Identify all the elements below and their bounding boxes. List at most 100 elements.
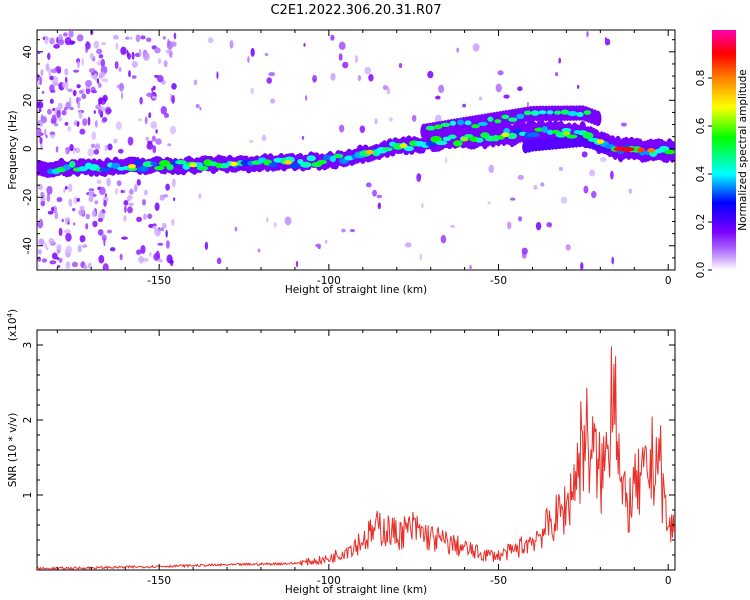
spectrogram-cell [143, 213, 147, 220]
spectrogram-cell [93, 72, 98, 81]
spectrogram-cell [147, 140, 153, 145]
spectrogram-cell [109, 247, 116, 252]
spectrogram-cell [63, 106, 68, 111]
spectrogram-cell [148, 112, 152, 119]
spectrogram-cell [330, 72, 336, 81]
spectrogram-cell [71, 261, 78, 268]
spectrogram-cell [503, 94, 510, 99]
spectrogram-cell [87, 262, 92, 269]
spectrogram-cell [88, 68, 96, 74]
spectrogram-cell [134, 184, 138, 193]
y-tick-label: 20 [22, 94, 34, 107]
spectrogram-cell [113, 138, 118, 144]
spectrogram-cell [312, 74, 318, 83]
spectrogram-cell [79, 128, 86, 135]
spectrogram-cell [374, 118, 378, 125]
spectrogram-cell [65, 86, 69, 91]
spectrogram-cell [284, 216, 292, 226]
spectrogram-cell [198, 193, 202, 200]
spectrogram-cell [136, 249, 142, 255]
spectrogram-cell [162, 222, 167, 229]
spectrogram-cell [526, 101, 529, 108]
spectrogram-cell [63, 229, 71, 234]
spectrogram-cell [462, 103, 467, 108]
spectrogram-cell [102, 263, 109, 270]
spectrogram-cell [72, 89, 77, 97]
spectrogram-cell [555, 72, 559, 77]
spectrogram-cell [128, 202, 134, 207]
y-tick-label: 0 [22, 145, 34, 152]
spectrogram-cell [126, 167, 138, 172]
spectrogram-cell [315, 243, 322, 248]
spectrogram-cell [163, 60, 168, 68]
spectrogram-cell [404, 242, 412, 248]
spectrogram-cell [57, 264, 61, 268]
spectrogram-cell [152, 225, 157, 230]
spectrogram-cell [303, 42, 306, 47]
spectrogram-cell [56, 109, 61, 119]
spectrogram-cell [100, 41, 107, 46]
spectrogram-cell [421, 202, 424, 209]
spectrogram-cell [68, 198, 73, 207]
spectrogram-cell [37, 81, 40, 87]
spectrogram-cell [112, 34, 119, 40]
spectrogram-cell [365, 149, 374, 155]
spectrogram-cell [65, 261, 71, 270]
spectrogram-cell [165, 229, 168, 238]
spectrogram-cell [546, 110, 554, 115]
spectrogram-cell [591, 190, 597, 199]
spectrogram-cell [96, 179, 102, 185]
spectrogram-cell [98, 54, 104, 59]
spectrogram-cell [157, 242, 164, 246]
spectrogram-cell [87, 148, 95, 157]
spectrogram-cell [381, 147, 393, 152]
spectrogram-cell [469, 264, 472, 270]
spectrogram-cell [456, 47, 460, 53]
spectrogram-cell [131, 60, 138, 68]
spectrogram-cell [128, 163, 137, 169]
spectrogram-cell [204, 241, 209, 250]
spectrogram-cell [160, 105, 167, 115]
spectrogram-cell [266, 217, 269, 222]
spectrogram-cell [69, 107, 74, 111]
spectrogram-cell [610, 170, 614, 180]
spectrogram-cell [83, 265, 88, 269]
spectrogram-cell [65, 217, 71, 223]
spectrogram-cell [48, 238, 55, 245]
spectrogram-cell [49, 37, 55, 45]
spectrogram-cell [49, 260, 57, 265]
spectrogram-cell [377, 202, 382, 210]
spectrogram-cell [517, 174, 524, 180]
spectrogram-cell [41, 90, 45, 94]
spectrogram-cell [96, 48, 103, 55]
spectrogram-cell [64, 149, 68, 154]
colorbar-tick-label: 0.2 [695, 214, 707, 231]
spectrogram-cell [133, 160, 141, 166]
spectrogram-cell [72, 222, 76, 226]
spectrogram-cell [576, 112, 584, 118]
spectrogram-cell [359, 125, 366, 133]
spectrogram-cell [189, 162, 198, 168]
spectrogram-cell [120, 189, 124, 194]
colorbar-tick-label: 0.6 [695, 117, 707, 134]
spectrogram-cell [171, 94, 175, 104]
spectrogram-cell [67, 88, 73, 92]
spectrogram-cell [507, 132, 518, 140]
spectrogram-cell [123, 199, 129, 206]
spectrogram-cell [38, 219, 42, 226]
spectrogram-cell [138, 118, 142, 122]
spectrogram-cell [516, 113, 525, 120]
spectrogram-cell [567, 110, 578, 117]
spectrogram-cell [581, 151, 588, 158]
spectrogram-cell [117, 148, 124, 154]
spectrogram-cell [69, 160, 76, 168]
spectrogram-cell [89, 52, 94, 60]
spectrogram-cell [268, 162, 278, 168]
spectrogram-cell [301, 135, 305, 140]
y-tick-label: 3 [22, 342, 34, 349]
x-tick-label: -50 [490, 275, 507, 287]
spectrogram-cell [85, 41, 90, 49]
spectrogram-cell [611, 256, 614, 265]
spectrogram-cell [317, 159, 328, 165]
spectrogram-cell [338, 41, 346, 50]
